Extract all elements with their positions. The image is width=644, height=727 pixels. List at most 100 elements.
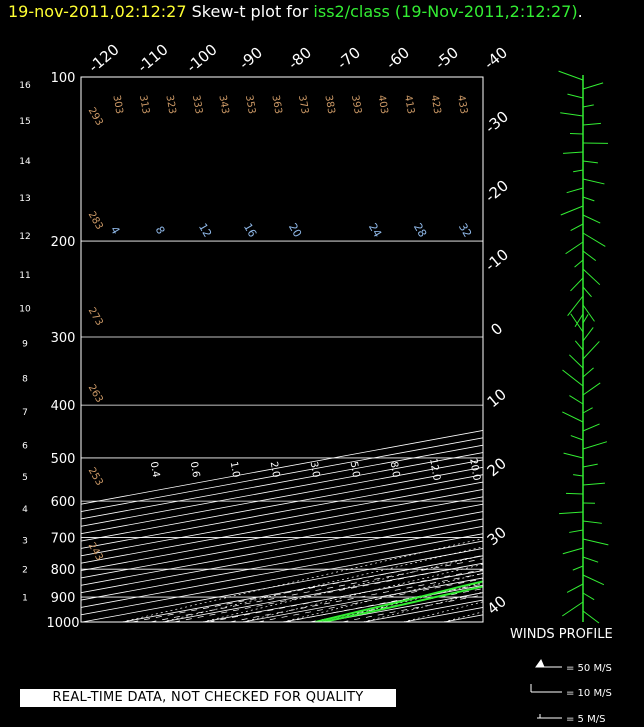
mixing-ratio-label-lower: 20.0	[467, 458, 482, 482]
isotherm-line	[81, 452, 483, 527]
mixing-ratio-label-lower: 12.0	[427, 458, 442, 482]
height-tick-label: 13	[19, 194, 30, 204]
winds-profile-title: WINDS PROFILE	[510, 627, 613, 642]
theta-label-left: 283	[86, 210, 105, 232]
wind-barb	[562, 411, 584, 423]
mixing-ratio-line	[257, 578, 483, 622]
theta-label: 373	[296, 94, 310, 115]
dry-adiabat	[322, 582, 483, 622]
mixing-ratio-label-lower: 0.6	[188, 461, 202, 479]
temp-tick-right: 30	[484, 523, 510, 549]
theta-label: 403	[375, 94, 389, 115]
wind-barb	[565, 241, 584, 255]
temperature-trace	[323, 585, 483, 622]
isotherm-line	[81, 533, 483, 608]
header-period: .	[577, 2, 583, 21]
wind-barb	[569, 529, 584, 533]
plot-label: Skew-t plot for	[191, 2, 309, 21]
wind-barb	[574, 340, 584, 351]
mixing-ratio-label: 28	[411, 221, 429, 240]
mixing-ratio-label: 8	[153, 224, 168, 237]
dry-adiabat	[403, 601, 483, 622]
wind-barb	[560, 112, 584, 117]
theta-label: 433	[455, 94, 469, 115]
temp-tick-top: -40	[481, 43, 511, 73]
isotherm-line	[81, 444, 483, 520]
height-tick-label: 14	[19, 157, 31, 167]
height-tick-label: 10	[19, 305, 31, 315]
wind-barb	[558, 70, 584, 81]
height-tick-label: 3	[22, 536, 28, 546]
temp-tick-right: 0	[487, 319, 506, 339]
wind-barb	[582, 556, 599, 563]
dry-adiabat	[202, 555, 483, 622]
pressure-tick-label: 600	[51, 495, 76, 510]
isotherm-line	[81, 481, 483, 557]
pressure-tick-label: 500	[51, 452, 76, 467]
height-tick-label: 15	[19, 117, 30, 127]
wind-legend-barb-5	[537, 714, 562, 719]
wind-barb	[582, 104, 594, 108]
mixing-ratio-line	[285, 583, 483, 622]
wind-legend-10: = 10 M/S	[566, 688, 612, 699]
isotherm-line	[81, 503, 483, 579]
wind-legend-5: = 5 M/S	[566, 714, 606, 725]
wind-barb	[582, 178, 605, 185]
wind-barb	[570, 435, 584, 441]
wind-barb	[561, 601, 584, 617]
mixing-ratio-label: 16	[241, 221, 259, 240]
wind-barb	[573, 169, 584, 173]
temp-tick-right: -20	[482, 176, 512, 206]
isotherm-line	[81, 437, 483, 512]
temp-tick-top: -110	[134, 40, 172, 76]
isotherm-line	[81, 466, 483, 542]
height-tick-label: 12	[19, 232, 30, 242]
mixing-ratio-line	[229, 573, 483, 622]
wind-barb	[573, 474, 584, 477]
wind-barb	[582, 538, 609, 546]
dry-adiabat	[604, 77, 644, 622]
wind-barb	[565, 492, 584, 495]
wind-barb	[582, 463, 598, 468]
temp-tick-top: -70	[334, 43, 364, 73]
height-tick-label: 1	[22, 594, 28, 604]
wind-barb	[568, 354, 584, 369]
station-name: iss2/class	[313, 2, 390, 21]
theta-label-left: 253	[86, 466, 105, 488]
isotherm-line	[81, 540, 483, 616]
wind-barb	[582, 382, 601, 396]
wind-barb	[574, 259, 584, 268]
isotherm-line	[81, 525, 483, 601]
wind-barb	[570, 277, 584, 292]
wind-barb	[582, 423, 600, 432]
height-tick-label: 8	[22, 375, 28, 385]
theta-label: 303	[110, 94, 124, 115]
wind-barb	[582, 367, 594, 378]
wind-barb	[582, 196, 595, 202]
dry-adiabat	[524, 77, 644, 622]
wind-barb	[582, 574, 605, 586]
pressure-tick-label: 700	[51, 532, 76, 547]
mixing-ratio-line	[342, 594, 483, 622]
isotherm-line	[81, 459, 483, 535]
isotherm-line	[403, 607, 483, 622]
isotherm-line	[81, 511, 483, 586]
theta-label: 413	[402, 94, 416, 115]
height-tick-label: 2	[22, 566, 28, 576]
wind-barb	[582, 341, 600, 360]
isotherm-line	[242, 577, 483, 622]
mixing-ratio-label: 12	[196, 221, 214, 240]
wind-barb	[582, 82, 604, 90]
quality-disclaimer: REAL-TIME DATA, NOT CHECKED FOR QUALITY	[20, 689, 396, 707]
wind-barb	[582, 286, 592, 298]
wind-barb	[582, 327, 594, 342]
height-tick-label: 7	[22, 408, 28, 418]
wind-barb	[582, 520, 602, 524]
pressure-tick-label: 300	[51, 331, 76, 346]
height-tick-label: 5	[22, 473, 28, 483]
wind-barb	[582, 314, 589, 324]
temp-tick-top: -90	[236, 43, 266, 73]
wind-barb	[582, 160, 598, 164]
height-tick-label: 9	[22, 339, 28, 349]
